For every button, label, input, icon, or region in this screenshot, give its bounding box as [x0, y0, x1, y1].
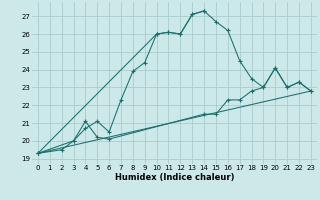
X-axis label: Humidex (Indice chaleur): Humidex (Indice chaleur): [115, 173, 234, 182]
